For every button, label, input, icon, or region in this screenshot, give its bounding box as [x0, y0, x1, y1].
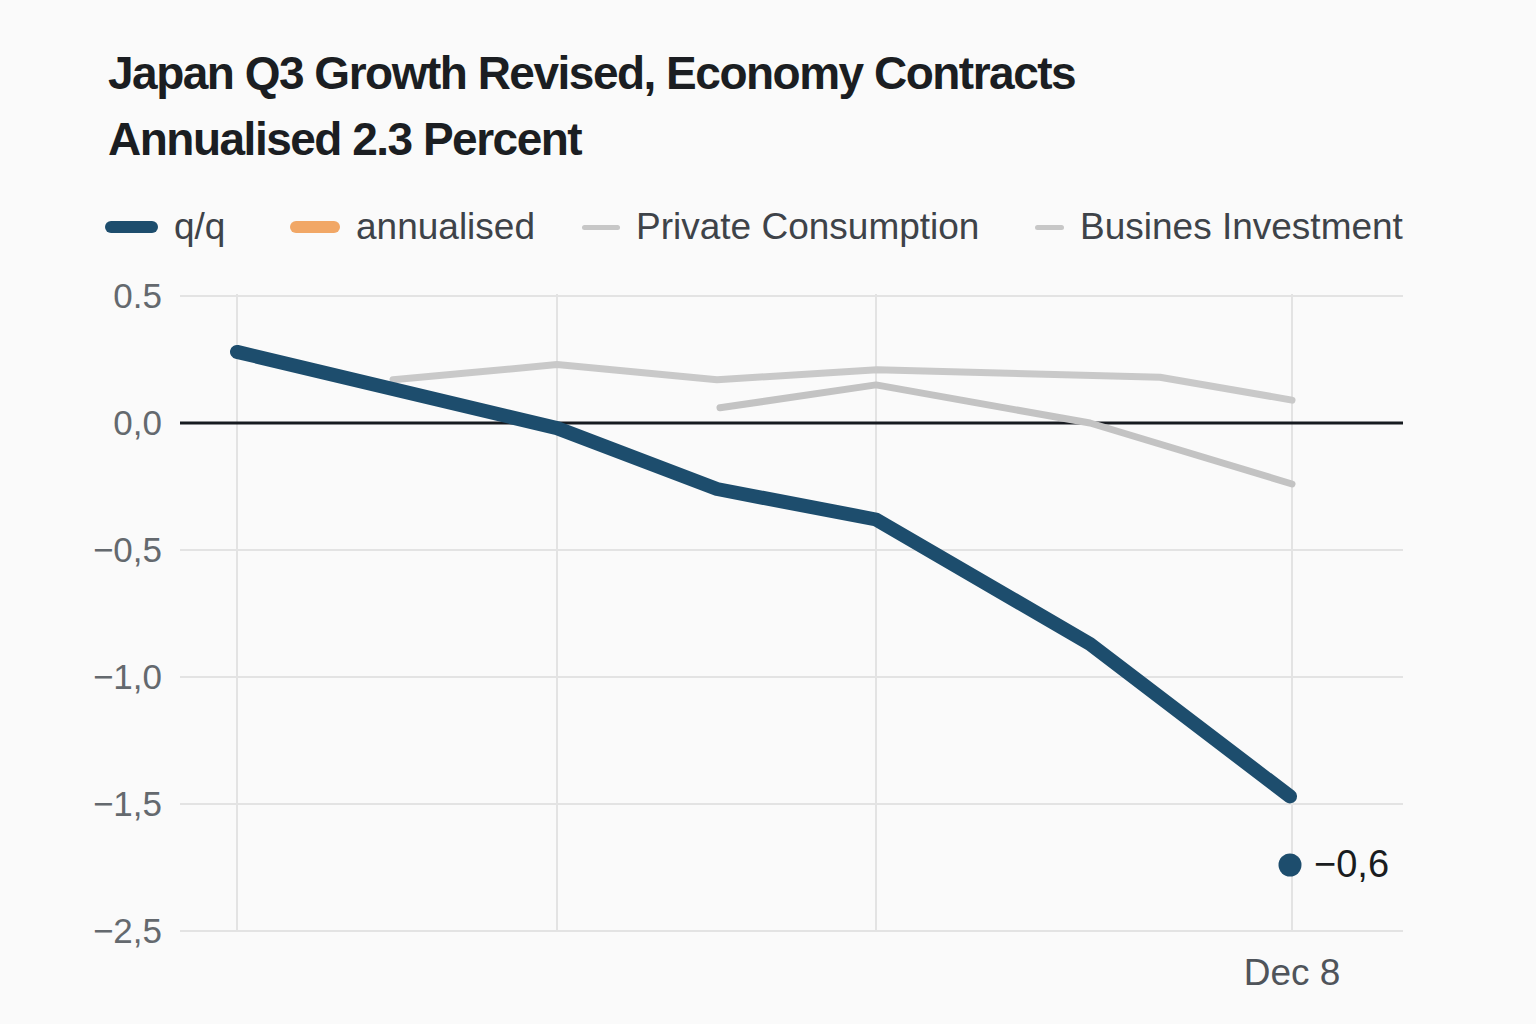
series-line-private-consumption	[393, 365, 1292, 401]
y-tick-label: −0,5	[62, 530, 162, 570]
last-value-label: −0,6	[1314, 843, 1389, 886]
series-line-q-q	[237, 352, 1290, 797]
x-axis-tick-label: Dec 8	[1244, 952, 1341, 994]
y-tick-label: −1,0	[62, 657, 162, 697]
y-tick-label: −2,5	[62, 911, 162, 951]
series-line-busines-investment	[720, 385, 1292, 484]
chart-page: Japan Q3 Growth Revised, Economy Contrac…	[0, 0, 1536, 1024]
chart-canvas	[0, 0, 1536, 1024]
y-tick-label: 0.5	[62, 276, 162, 316]
y-tick-label: −1,5	[62, 784, 162, 824]
y-tick-label: 0,0	[62, 403, 162, 443]
last-value-dot	[1279, 854, 1302, 877]
